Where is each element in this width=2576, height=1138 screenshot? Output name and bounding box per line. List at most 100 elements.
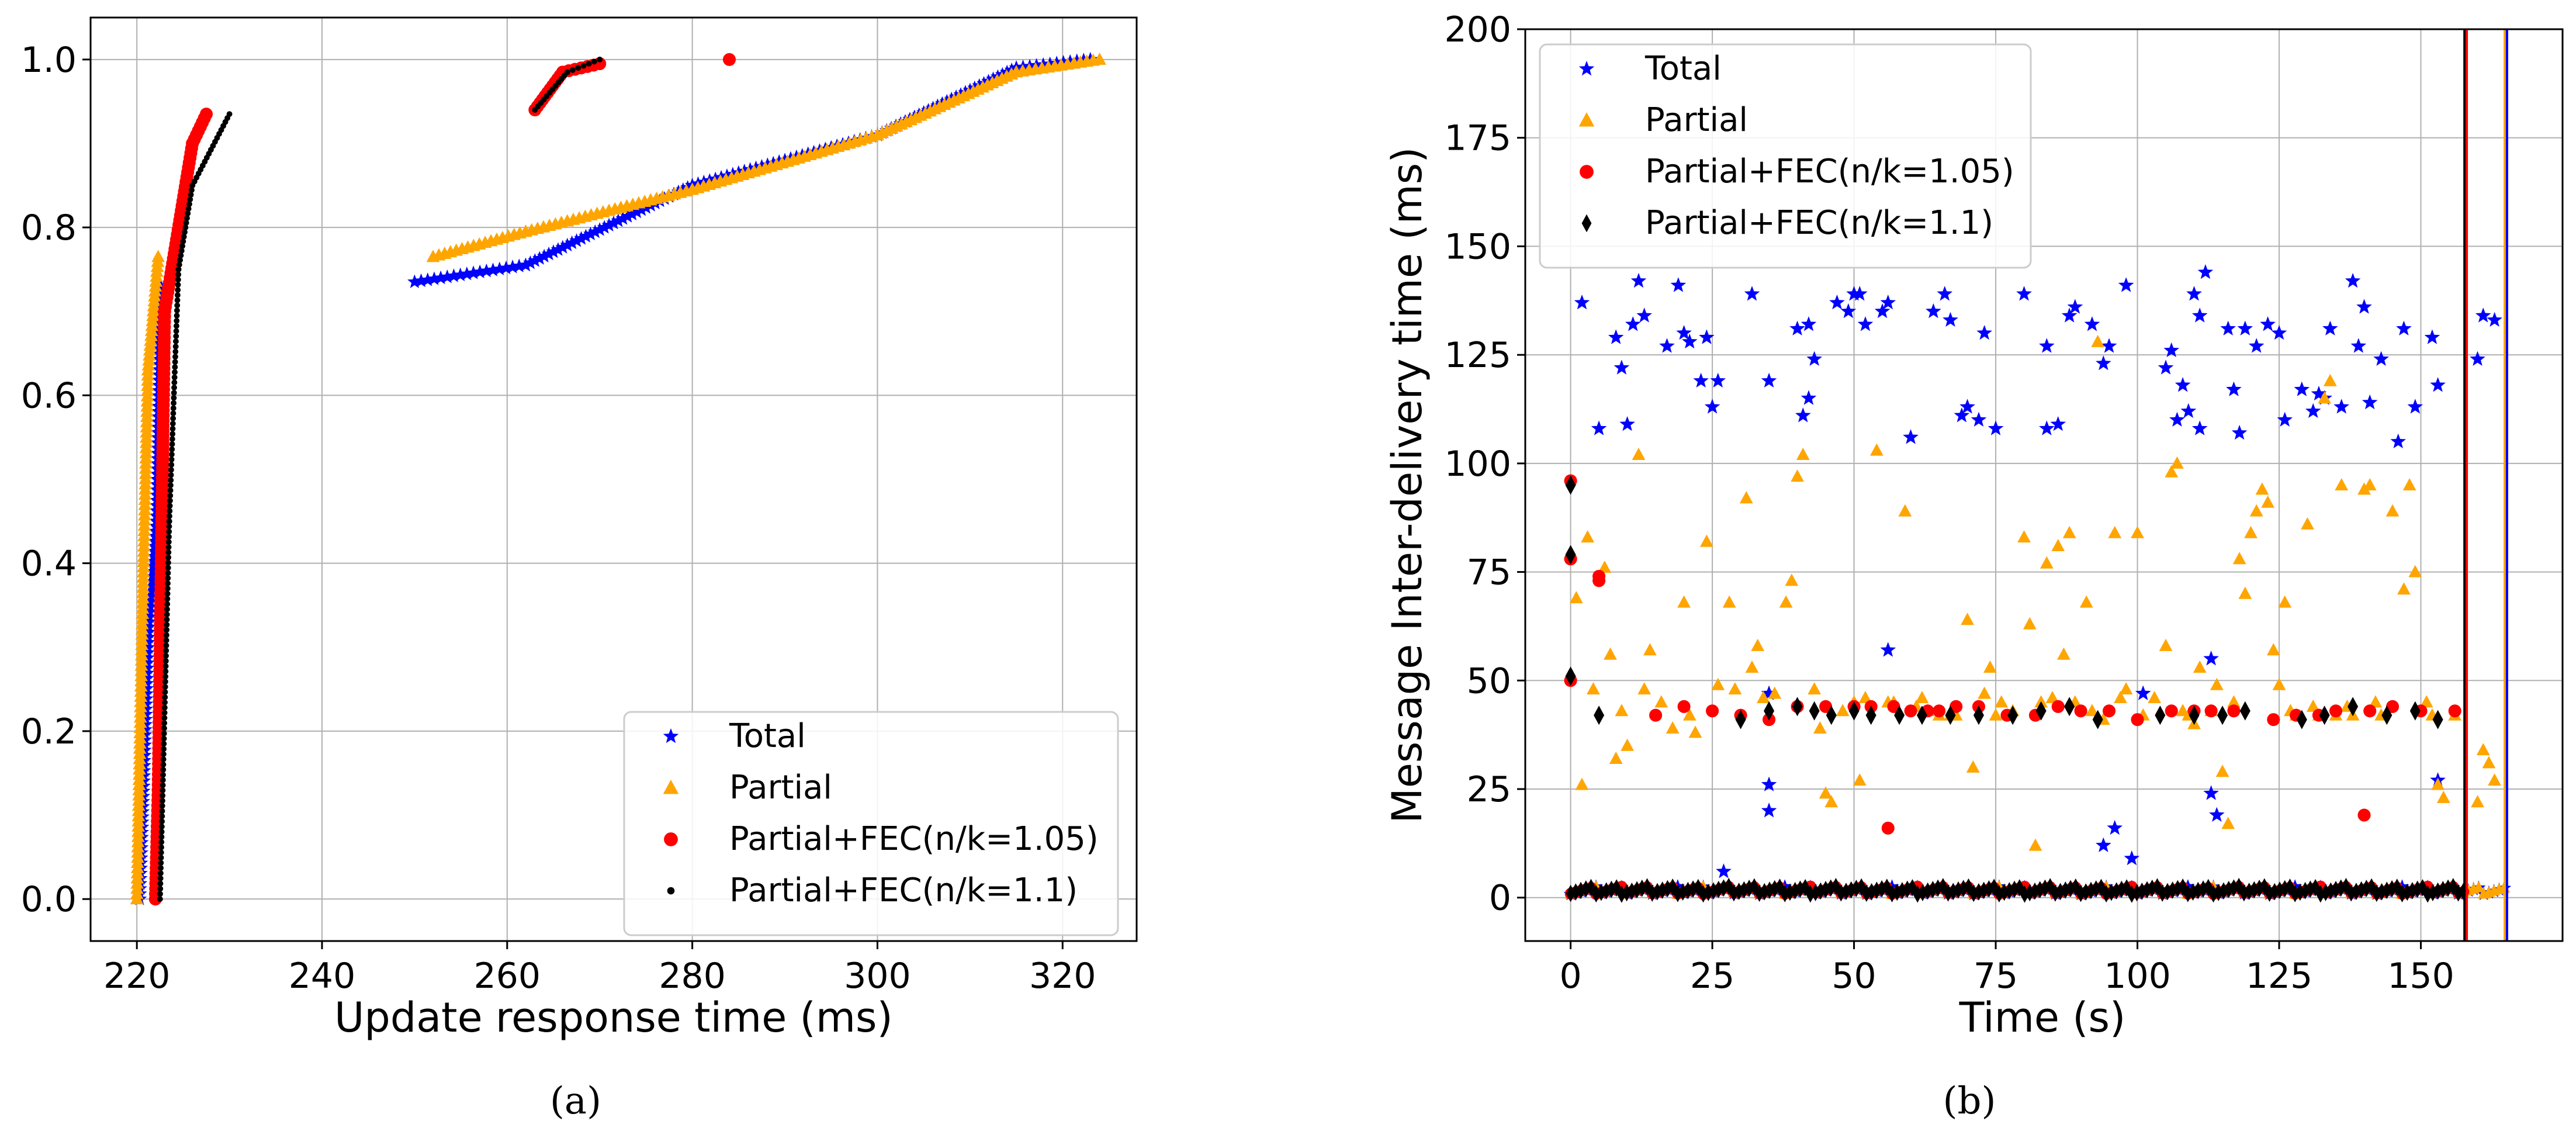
- data-point: [1978, 686, 1992, 699]
- data-point: [1643, 643, 1657, 656]
- data-point: [2348, 697, 2359, 717]
- data-point: [2035, 701, 2047, 721]
- data-point: [169, 426, 176, 432]
- baseline-point: [1913, 885, 1923, 903]
- data-point: [2408, 565, 2422, 577]
- data-point: [137, 758, 151, 772]
- data-point: [2057, 647, 2071, 660]
- baseline-point: [1861, 884, 1872, 902]
- chart-b-data: [1563, 29, 2512, 941]
- data-point: [165, 575, 171, 582]
- data-point: [1819, 786, 1833, 799]
- data-point: [2079, 595, 2093, 608]
- data-point: [2369, 695, 2383, 708]
- data-point: [1614, 359, 1630, 375]
- data-point: [523, 255, 538, 269]
- data-point: [2085, 704, 2099, 717]
- data-point: [2278, 595, 2292, 608]
- data-point: [2197, 264, 2214, 279]
- data-point: [1565, 475, 1576, 495]
- data-point: [749, 160, 763, 175]
- chart-a: 220 240 260 280 300 320 0.0 0.2 0.4 0.6 0.8 1.0 Upd…: [21, 16, 1138, 1123]
- data-point: [1846, 286, 1862, 301]
- data-point: [147, 534, 162, 548]
- y-tick-label: 0.0: [21, 879, 77, 920]
- data-point: [2271, 325, 2287, 340]
- data-point: [722, 53, 736, 66]
- data-point: [574, 231, 588, 245]
- data-point: [2114, 691, 2127, 703]
- data-point: [1795, 407, 1811, 423]
- data-point: [2135, 685, 2151, 700]
- x-tick-label: 320: [1029, 956, 1096, 997]
- data-point: [555, 240, 570, 254]
- baseline-point: [2371, 884, 2381, 902]
- y-tick-label: 0: [1489, 878, 1511, 919]
- data-point: [1950, 700, 1963, 713]
- data-point: [1604, 647, 1617, 660]
- data-point: [1857, 316, 1874, 331]
- data-point: [2350, 338, 2367, 353]
- data-point: [466, 265, 481, 279]
- data-point: [2159, 638, 2173, 651]
- baseline-point: [2132, 884, 2142, 902]
- data-point: [135, 804, 150, 818]
- data-point: [1903, 429, 1919, 444]
- data-point: [136, 779, 151, 793]
- data-point: [2430, 377, 2446, 392]
- data-point: [453, 267, 468, 282]
- data-point: [2363, 478, 2377, 490]
- data-point: [2482, 756, 2496, 769]
- data-point: [1945, 705, 1956, 725]
- data-point: [183, 220, 189, 226]
- data-point: [579, 229, 593, 243]
- data-point: [166, 534, 172, 540]
- data-point: [1677, 595, 1691, 608]
- data-point: [188, 187, 195, 193]
- data-point: [591, 58, 597, 65]
- data-point: [2028, 838, 2042, 851]
- data-point: [160, 777, 166, 783]
- data-point: [144, 579, 159, 593]
- data-point: [629, 204, 644, 219]
- data-point: [139, 686, 154, 700]
- data-point: [2294, 381, 2310, 396]
- caption-b: (b): [1943, 1080, 1996, 1123]
- data-point: [138, 717, 153, 731]
- baseline-point: [1663, 880, 1673, 898]
- data-point: [2074, 704, 2087, 718]
- data-point: [620, 209, 635, 223]
- data-point: [143, 594, 158, 608]
- data-point: [2305, 403, 2321, 418]
- data-point: [575, 65, 581, 71]
- data-point: [179, 243, 186, 249]
- data-point: [2385, 700, 2400, 713]
- data-point: [1806, 351, 1822, 366]
- baseline-point: [2311, 878, 2321, 897]
- data-point: [1630, 272, 1647, 288]
- data-point: [2402, 478, 2416, 490]
- baseline-point: [2392, 878, 2402, 897]
- data-point: [2169, 411, 2185, 427]
- data-point: [2381, 705, 2393, 725]
- data-point: [180, 238, 186, 244]
- data-point: [2210, 677, 2224, 690]
- data-point: [141, 635, 155, 649]
- data-point: [1785, 573, 1799, 586]
- data-point: [1062, 54, 1078, 68]
- chart-a-data: [130, 51, 1107, 906]
- baseline-point: [2433, 882, 2443, 900]
- data-point: [158, 824, 165, 830]
- data-point: [137, 737, 153, 752]
- data-point: [141, 624, 156, 639]
- data-point: [182, 224, 189, 231]
- data-point: [1937, 286, 1953, 301]
- data-point: [2193, 660, 2207, 673]
- data-point: [2131, 713, 2144, 727]
- legend-marker: [1580, 165, 1594, 179]
- baseline-point: [2418, 878, 2428, 897]
- data-point: [597, 56, 603, 63]
- data-point: [171, 374, 178, 381]
- legend-marker: [1578, 61, 1595, 76]
- data-point: [158, 865, 164, 871]
